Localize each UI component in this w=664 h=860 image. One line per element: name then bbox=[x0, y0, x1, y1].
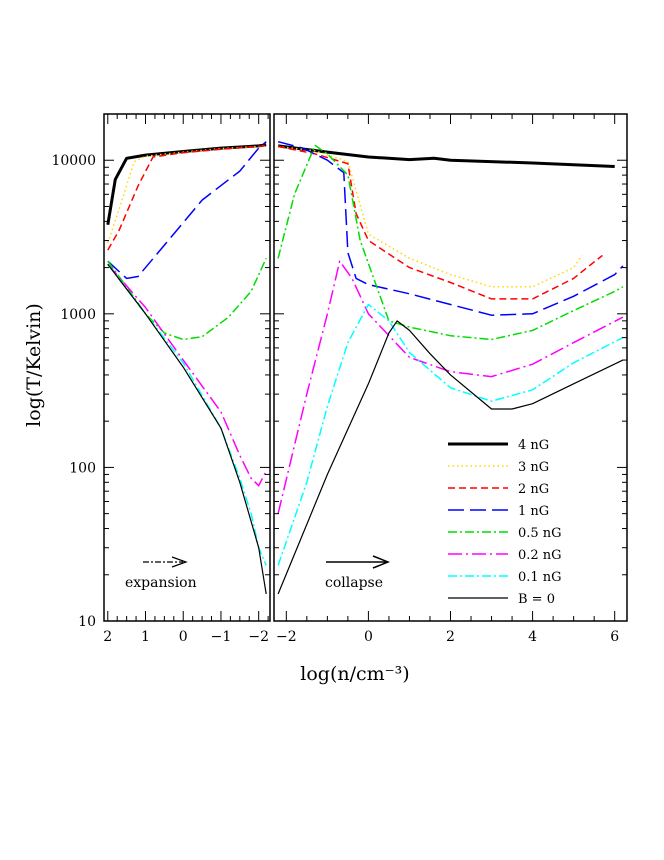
legend-label: B = 0 bbox=[518, 592, 555, 607]
legend: 4 nG 3 nG 2 nG 1 nG 0.5 nG 0.2 nG 0.1 nG B = 0 bbox=[448, 438, 562, 607]
y-tick-label: 10 bbox=[78, 614, 96, 630]
x-tick-label-expansion: 2 bbox=[103, 629, 112, 645]
expansion-annotation: expansion bbox=[125, 556, 197, 591]
y-tick-label: 100 bbox=[69, 460, 96, 476]
legend-label: 4 nG bbox=[518, 438, 549, 453]
series-line-2-ng-expansion bbox=[107, 144, 267, 251]
collapse-annotation: collapse bbox=[325, 555, 391, 591]
x-tick-label-collapse: 4 bbox=[528, 629, 537, 645]
series-line-0-5-ng-expansion bbox=[107, 257, 267, 341]
series-line-0-5-ng-collapse bbox=[277, 144, 624, 341]
panel-frame-collapse bbox=[273, 113, 628, 622]
x-tick-label-expansion: 1 bbox=[141, 629, 150, 645]
series-line-b-0-collapse bbox=[277, 320, 624, 595]
legend-label: 0.5 nG bbox=[518, 526, 562, 541]
series-line-1-ng-collapse bbox=[277, 140, 624, 316]
legend-label: 0.2 nG bbox=[518, 548, 562, 563]
y-tick-label: 10000 bbox=[51, 153, 96, 169]
expansion-arrowhead-icon bbox=[171, 556, 188, 568]
series-line-1-ng-expansion bbox=[107, 141, 267, 280]
series-line-0-1-ng-expansion bbox=[107, 263, 267, 566]
x-tick-label-expansion: 0 bbox=[179, 629, 188, 645]
panel-frame-expansion bbox=[103, 113, 271, 622]
legend-label: 1 nG bbox=[518, 504, 549, 519]
collapse-arrowhead-icon bbox=[372, 555, 391, 569]
series-line-2-ng-collapse bbox=[277, 145, 603, 300]
series-line-3-ng-expansion bbox=[107, 144, 267, 244]
series-line-4-ng-expansion bbox=[106, 143, 267, 226]
collapse-label: collapse bbox=[325, 575, 383, 591]
series-line-3-ng-collapse bbox=[278, 145, 583, 288]
x-tick-label-collapse: 0 bbox=[364, 629, 373, 645]
legend-label: 3 nG bbox=[518, 460, 549, 475]
series-layer bbox=[106, 140, 624, 595]
series-line-0-2-ng-collapse bbox=[277, 260, 624, 514]
legend-label: 0.1 nG bbox=[518, 570, 562, 585]
series-line-0-1-ng-collapse bbox=[277, 303, 624, 566]
x-tick-label-collapse: 6 bbox=[610, 629, 619, 645]
y-axis-label: log(T/Kelvin) bbox=[23, 303, 45, 427]
x-tick-label-expansion: −2 bbox=[248, 629, 269, 645]
x-tick-label-expansion: −1 bbox=[211, 629, 232, 645]
x-tick-label-collapse: 2 bbox=[446, 629, 455, 645]
y-tick-label: 1000 bbox=[60, 307, 96, 323]
x-tick-label-collapse: −2 bbox=[276, 629, 297, 645]
panel-frames bbox=[103, 113, 628, 622]
series-line-0-2-ng-expansion bbox=[107, 263, 267, 487]
expansion-label: expansion bbox=[125, 575, 197, 591]
series-line-b-0-expansion bbox=[107, 263, 267, 595]
legend-label: 2 nG bbox=[518, 482, 549, 497]
series-line-4-ng-collapse bbox=[277, 144, 615, 168]
x-axis-label: log(n/cm⁻³) bbox=[300, 663, 409, 685]
